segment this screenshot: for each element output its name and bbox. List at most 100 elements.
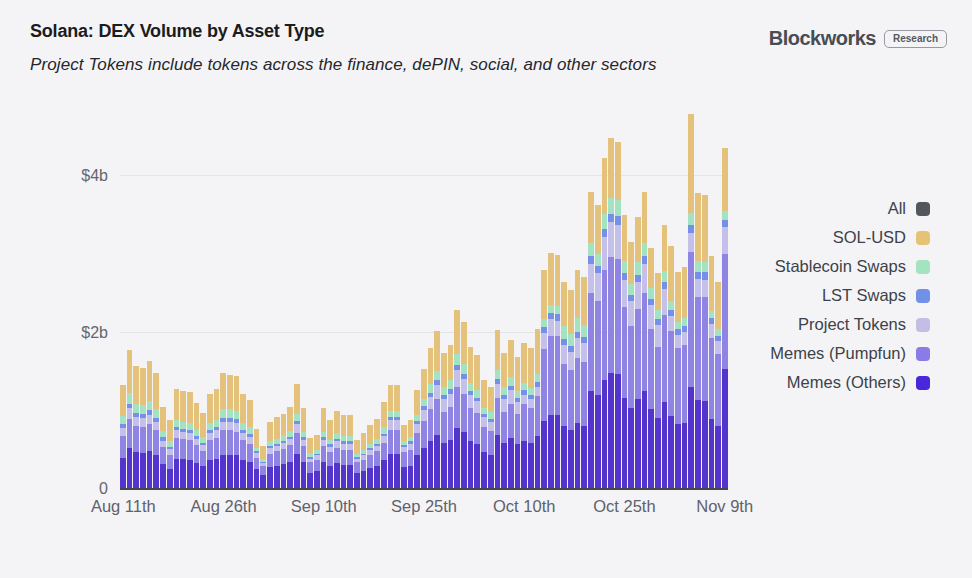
bar-sep-25[interactable] — [421, 369, 427, 489]
bar-oct-16[interactable] — [561, 282, 567, 489]
bar-aug-12[interactable] — [127, 350, 133, 489]
bar-aug-22[interactable] — [194, 403, 200, 489]
bar-nov-1[interactable] — [668, 246, 674, 489]
bar-sep-8[interactable] — [307, 438, 313, 489]
bar-nov-3[interactable] — [682, 267, 688, 489]
bar-oct-2[interactable] — [468, 347, 474, 489]
bar-aug-29[interactable] — [240, 394, 246, 489]
bar-oct-28[interactable] — [642, 192, 648, 489]
bar-sep-14[interactable] — [347, 415, 353, 489]
bar-nov-4[interactable] — [688, 114, 694, 489]
legend-item-stablecoin_swaps[interactable]: Stablecoin Swaps — [775, 258, 930, 275]
bar-sep-9[interactable] — [314, 435, 320, 489]
bar-aug-15[interactable] — [147, 361, 153, 489]
bar-sep-3[interactable] — [274, 417, 280, 489]
segment-project_tokens — [682, 332, 688, 345]
bar-oct-6[interactable] — [495, 330, 501, 489]
bar-sep-1[interactable] — [260, 446, 266, 489]
bar-sep-15[interactable] — [354, 440, 360, 489]
bar-aug-18[interactable] — [167, 420, 173, 489]
bar-sep-4[interactable] — [281, 414, 287, 489]
bar-aug-17[interactable] — [160, 407, 166, 489]
bar-oct-5[interactable] — [488, 387, 494, 489]
bar-oct-18[interactable] — [575, 270, 581, 489]
bar-sep-27[interactable] — [434, 331, 440, 489]
bar-sep-2[interactable] — [267, 422, 273, 489]
bar-sep-19[interactable] — [381, 402, 387, 489]
bar-nov-8[interactable] — [715, 282, 721, 489]
bar-nov-9[interactable] — [722, 148, 728, 489]
bar-sep-16[interactable] — [361, 433, 367, 489]
bar-oct-4[interactable] — [481, 380, 487, 489]
bar-sep-29[interactable] — [448, 345, 454, 489]
bar-oct-31[interactable] — [662, 225, 668, 489]
bar-aug-23[interactable] — [200, 413, 206, 489]
bar-oct-3[interactable] — [474, 355, 480, 489]
bar-oct-23[interactable] — [608, 138, 614, 489]
bar-nov-2[interactable] — [675, 272, 681, 489]
bar-oct-7[interactable] — [501, 353, 507, 489]
bar-oct-15[interactable] — [555, 255, 561, 489]
bar-aug-21[interactable] — [187, 392, 193, 489]
legend-item-all[interactable]: All — [888, 200, 930, 217]
legend-item-lst_swaps[interactable]: LST Swaps — [822, 287, 930, 304]
bar-nov-7[interactable] — [709, 256, 715, 489]
bar-sep-24[interactable] — [414, 390, 420, 489]
bar-oct-20[interactable] — [588, 192, 594, 489]
bar-sep-10[interactable] — [321, 408, 327, 489]
bar-sep-20[interactable] — [388, 385, 394, 489]
bar-oct-30[interactable] — [655, 273, 661, 489]
bar-oct-26[interactable] — [628, 242, 634, 489]
bar-oct-21[interactable] — [595, 205, 601, 489]
bar-oct-17[interactable] — [568, 290, 574, 489]
bar-sep-28[interactable] — [441, 353, 447, 489]
bar-aug-19[interactable] — [174, 389, 180, 489]
bar-oct-11[interactable] — [528, 348, 534, 489]
bar-aug-27[interactable] — [227, 375, 233, 489]
bar-sep-6[interactable] — [294, 384, 300, 489]
legend-item-sol_usd[interactable]: SOL-USD — [833, 229, 930, 246]
bar-aug-16[interactable] — [153, 373, 159, 489]
bar-oct-24[interactable] — [615, 142, 621, 489]
bar-oct-12[interactable] — [535, 329, 541, 489]
bar-oct-29[interactable] — [648, 248, 654, 489]
bar-oct-13[interactable] — [541, 270, 547, 489]
bar-aug-31[interactable] — [254, 429, 260, 489]
bar-nov-6[interactable] — [702, 195, 708, 489]
bar-aug-25[interactable] — [214, 389, 220, 489]
bar-sep-23[interactable] — [408, 420, 414, 489]
bar-aug-13[interactable] — [133, 366, 139, 489]
bar-oct-10[interactable] — [521, 343, 527, 489]
bar-oct-9[interactable] — [515, 357, 521, 489]
segment-memes_others — [214, 459, 220, 489]
bar-sep-17[interactable] — [367, 425, 373, 489]
bar-oct-19[interactable] — [581, 277, 587, 489]
bar-sep-22[interactable] — [401, 425, 407, 489]
bar-aug-24[interactable] — [207, 394, 213, 489]
legend-item-memes_pumpfun[interactable]: Memes (Pumpfun) — [770, 345, 930, 362]
bar-sep-11[interactable] — [327, 420, 333, 489]
bar-sep-13[interactable] — [341, 415, 347, 489]
bar-sep-21[interactable] — [394, 385, 400, 489]
legend-item-project_tokens[interactable]: Project Tokens — [798, 316, 930, 333]
bar-sep-12[interactable] — [334, 411, 340, 489]
bar-sep-30[interactable] — [454, 310, 460, 489]
bar-nov-5[interactable] — [695, 193, 701, 489]
bar-aug-30[interactable] — [247, 400, 253, 489]
bar-aug-11[interactable] — [120, 385, 126, 489]
bar-oct-1[interactable] — [461, 322, 467, 489]
bar-aug-26[interactable] — [220, 373, 226, 489]
bar-oct-27[interactable] — [635, 217, 641, 489]
bar-aug-20[interactable] — [180, 391, 186, 489]
bar-oct-14[interactable] — [548, 253, 554, 489]
bar-sep-18[interactable] — [374, 419, 380, 489]
bar-oct-22[interactable] — [602, 158, 608, 489]
legend-item-memes_others[interactable]: Memes (Others) — [787, 374, 930, 391]
bar-aug-28[interactable] — [234, 376, 240, 489]
bar-aug-14[interactable] — [140, 368, 146, 489]
bar-sep-7[interactable] — [301, 408, 307, 489]
bar-oct-8[interactable] — [508, 340, 514, 489]
bar-sep-5[interactable] — [287, 407, 293, 489]
bar-sep-26[interactable] — [428, 348, 434, 489]
bar-oct-25[interactable] — [622, 215, 628, 489]
